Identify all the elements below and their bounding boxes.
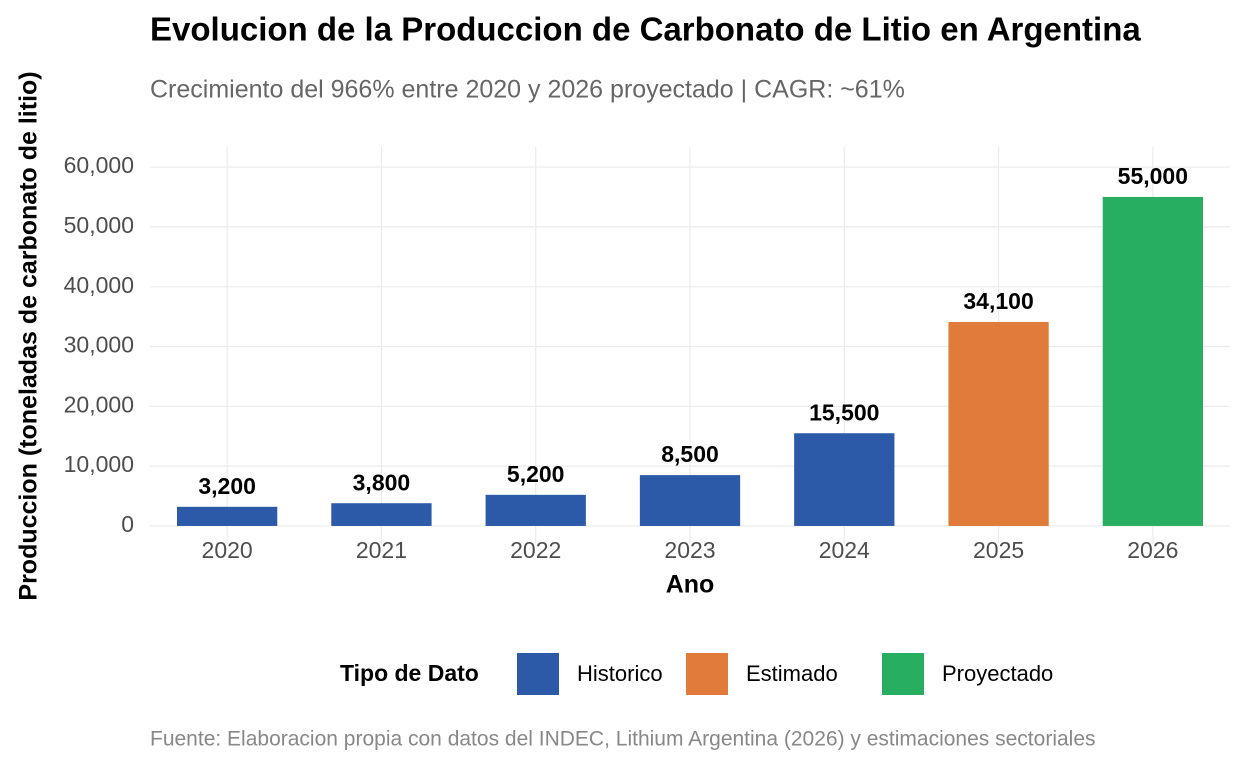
caption: Fuente: Elaboracion propia con datos del… — [150, 728, 1096, 751]
bar — [794, 433, 895, 526]
bar — [485, 494, 586, 526]
y-tick-label: 10,000 — [64, 451, 134, 477]
x-axis-title: Ano — [666, 571, 715, 599]
x-tick-label: 2021 — [356, 537, 407, 563]
y-axis-title: Produccion (toneladas de carbonato de li… — [15, 71, 43, 600]
x-tick-label: 2023 — [664, 537, 715, 563]
bar — [331, 503, 432, 526]
chart-subtitle: Crecimiento del 966% entre 2020 y 2026 p… — [150, 76, 905, 104]
value-label: 3,800 — [353, 469, 411, 495]
y-tick-label: 0 — [121, 511, 134, 537]
bar — [948, 321, 1049, 526]
legend-label: Proyectado — [942, 661, 1053, 686]
value-label: 15,500 — [809, 399, 879, 425]
legend-title: Tipo de Dato — [340, 660, 479, 686]
legend-key — [686, 653, 728, 695]
legend-key — [882, 653, 924, 695]
y-tick-label: 20,000 — [64, 391, 134, 417]
x-tick-label: 2026 — [1127, 537, 1178, 563]
legend-label: Historico — [577, 661, 663, 686]
y-tick-label: 40,000 — [64, 272, 134, 298]
value-label: 5,200 — [507, 461, 565, 487]
y-tick-label: 60,000 — [64, 152, 134, 178]
legend-key — [517, 653, 559, 695]
value-label: 55,000 — [1118, 163, 1188, 189]
bar — [177, 506, 278, 526]
chart-title: Evolucion de la Produccion de Carbonato … — [150, 11, 1141, 48]
value-label: 34,100 — [963, 288, 1033, 314]
x-tick-label: 2020 — [202, 537, 253, 563]
x-tick-label: 2022 — [510, 537, 561, 563]
bar — [639, 475, 741, 526]
legend-label: Estimado — [746, 661, 838, 686]
bar — [1102, 196, 1203, 526]
value-label: 3,200 — [198, 473, 256, 499]
x-tick-label: 2025 — [973, 537, 1024, 563]
value-label: 8,500 — [661, 441, 719, 467]
y-tick-label: 50,000 — [64, 212, 134, 238]
x-tick-label: 2024 — [819, 537, 870, 563]
y-tick-label: 30,000 — [64, 332, 134, 358]
